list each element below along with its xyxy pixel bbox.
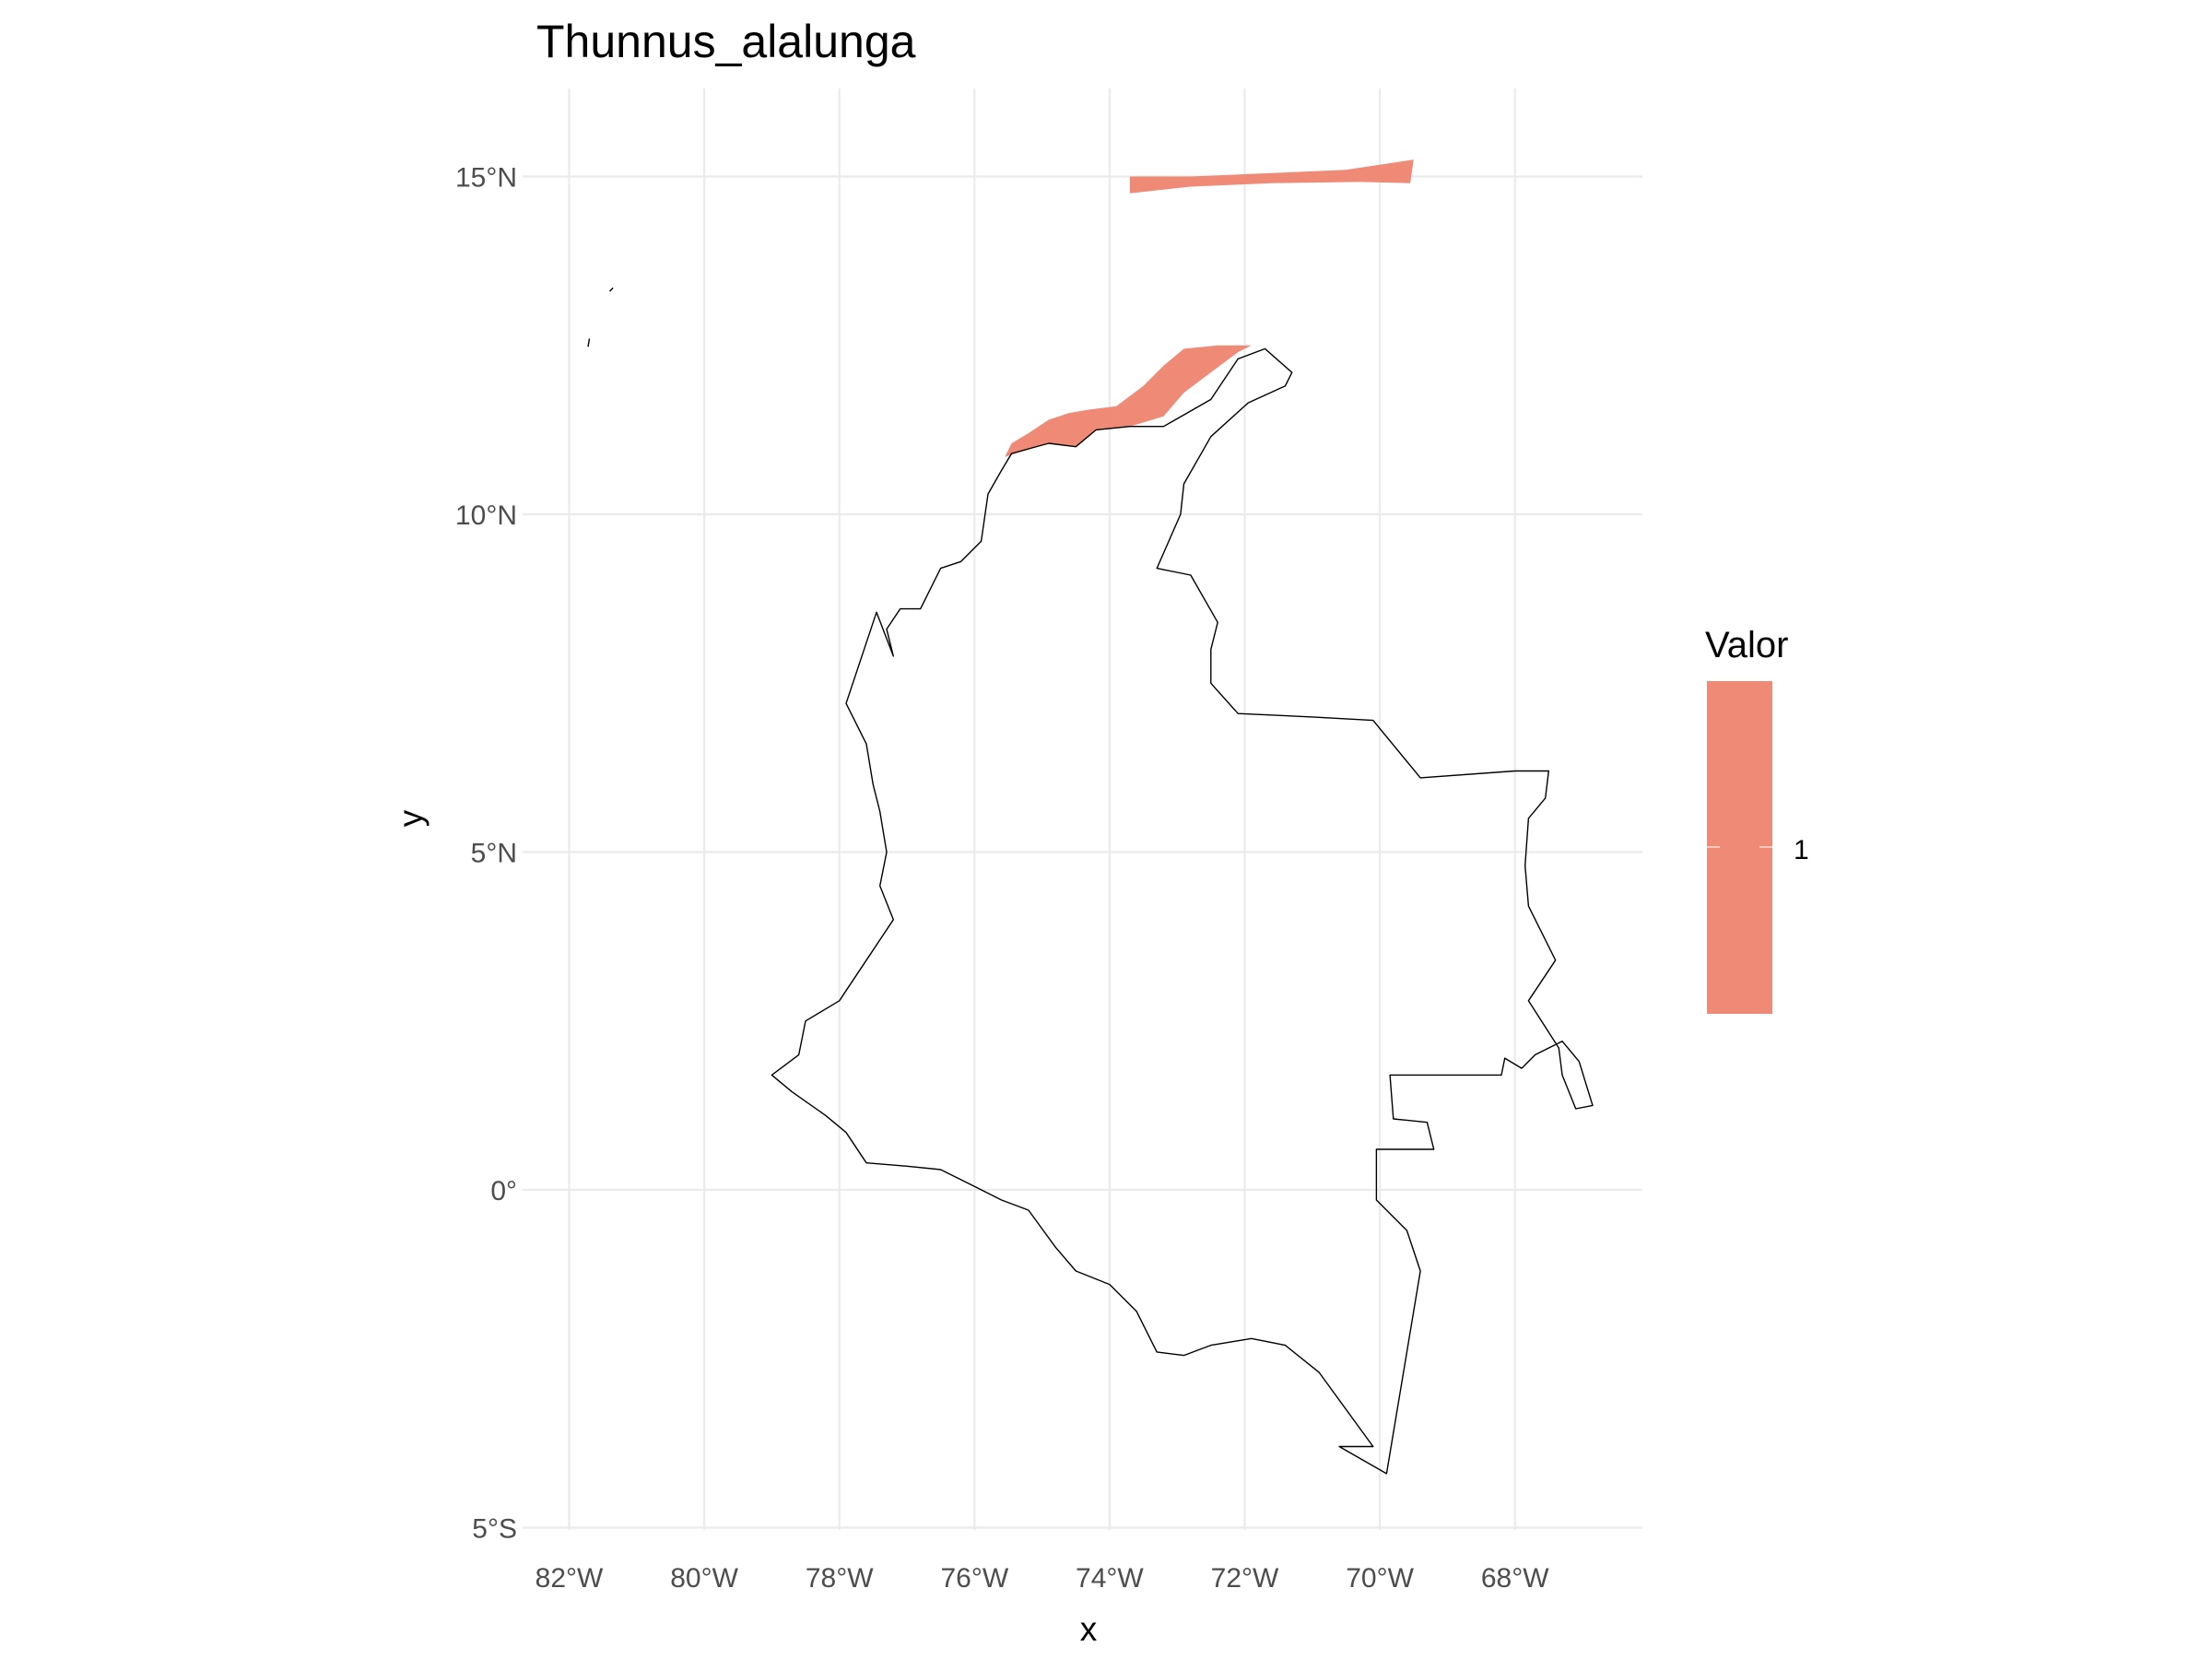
- x-tick-label-0: 82°W: [535, 1563, 604, 1594]
- country-outline: [771, 347, 1594, 1475]
- x-axis-title: x: [1080, 1610, 1098, 1648]
- x-tick-label-3: 76°W: [940, 1563, 1008, 1594]
- y-tick-label-1: 10°N: [455, 500, 517, 531]
- y-tick-label-4: 5°S: [472, 1514, 517, 1545]
- y-tick-label-0: 15°N: [455, 163, 517, 194]
- legend-title: Valor: [1705, 625, 1788, 665]
- x-tick-label-7: 68°W: [1481, 1563, 1549, 1594]
- x-tick-label-5: 72°W: [1211, 1563, 1279, 1594]
- x-tick-label-6: 70°W: [1346, 1563, 1414, 1594]
- x-axis-ticks: 82°W 80°W 78°W 76°W 74°W 72°W 70°W 68°W: [535, 1563, 1550, 1594]
- y-axis-ticks: 15°N 10°N 5°N 0° 5°S: [455, 163, 517, 1545]
- grid-layer: [523, 88, 1642, 1530]
- chart-title: Thunnus_alalunga: [536, 16, 916, 67]
- y-tick-label-3: 0°: [490, 1176, 517, 1206]
- island-outline-1: [587, 338, 591, 347]
- map-shapes: [587, 159, 1594, 1475]
- y-tick-label-2: 5°N: [471, 839, 517, 869]
- legend: Valor 1: [1705, 625, 1809, 1014]
- island-outline-2: [608, 287, 614, 292]
- legend-label: 1: [1794, 835, 1809, 865]
- y-axis-title: y: [392, 809, 429, 827]
- x-tick-label-1: 80°W: [670, 1563, 738, 1594]
- caribbean-coast-range: [1005, 345, 1252, 457]
- offshore-band-range: [1129, 159, 1414, 194]
- x-tick-label-4: 74°W: [1076, 1563, 1144, 1594]
- x-tick-label-2: 78°W: [806, 1563, 874, 1594]
